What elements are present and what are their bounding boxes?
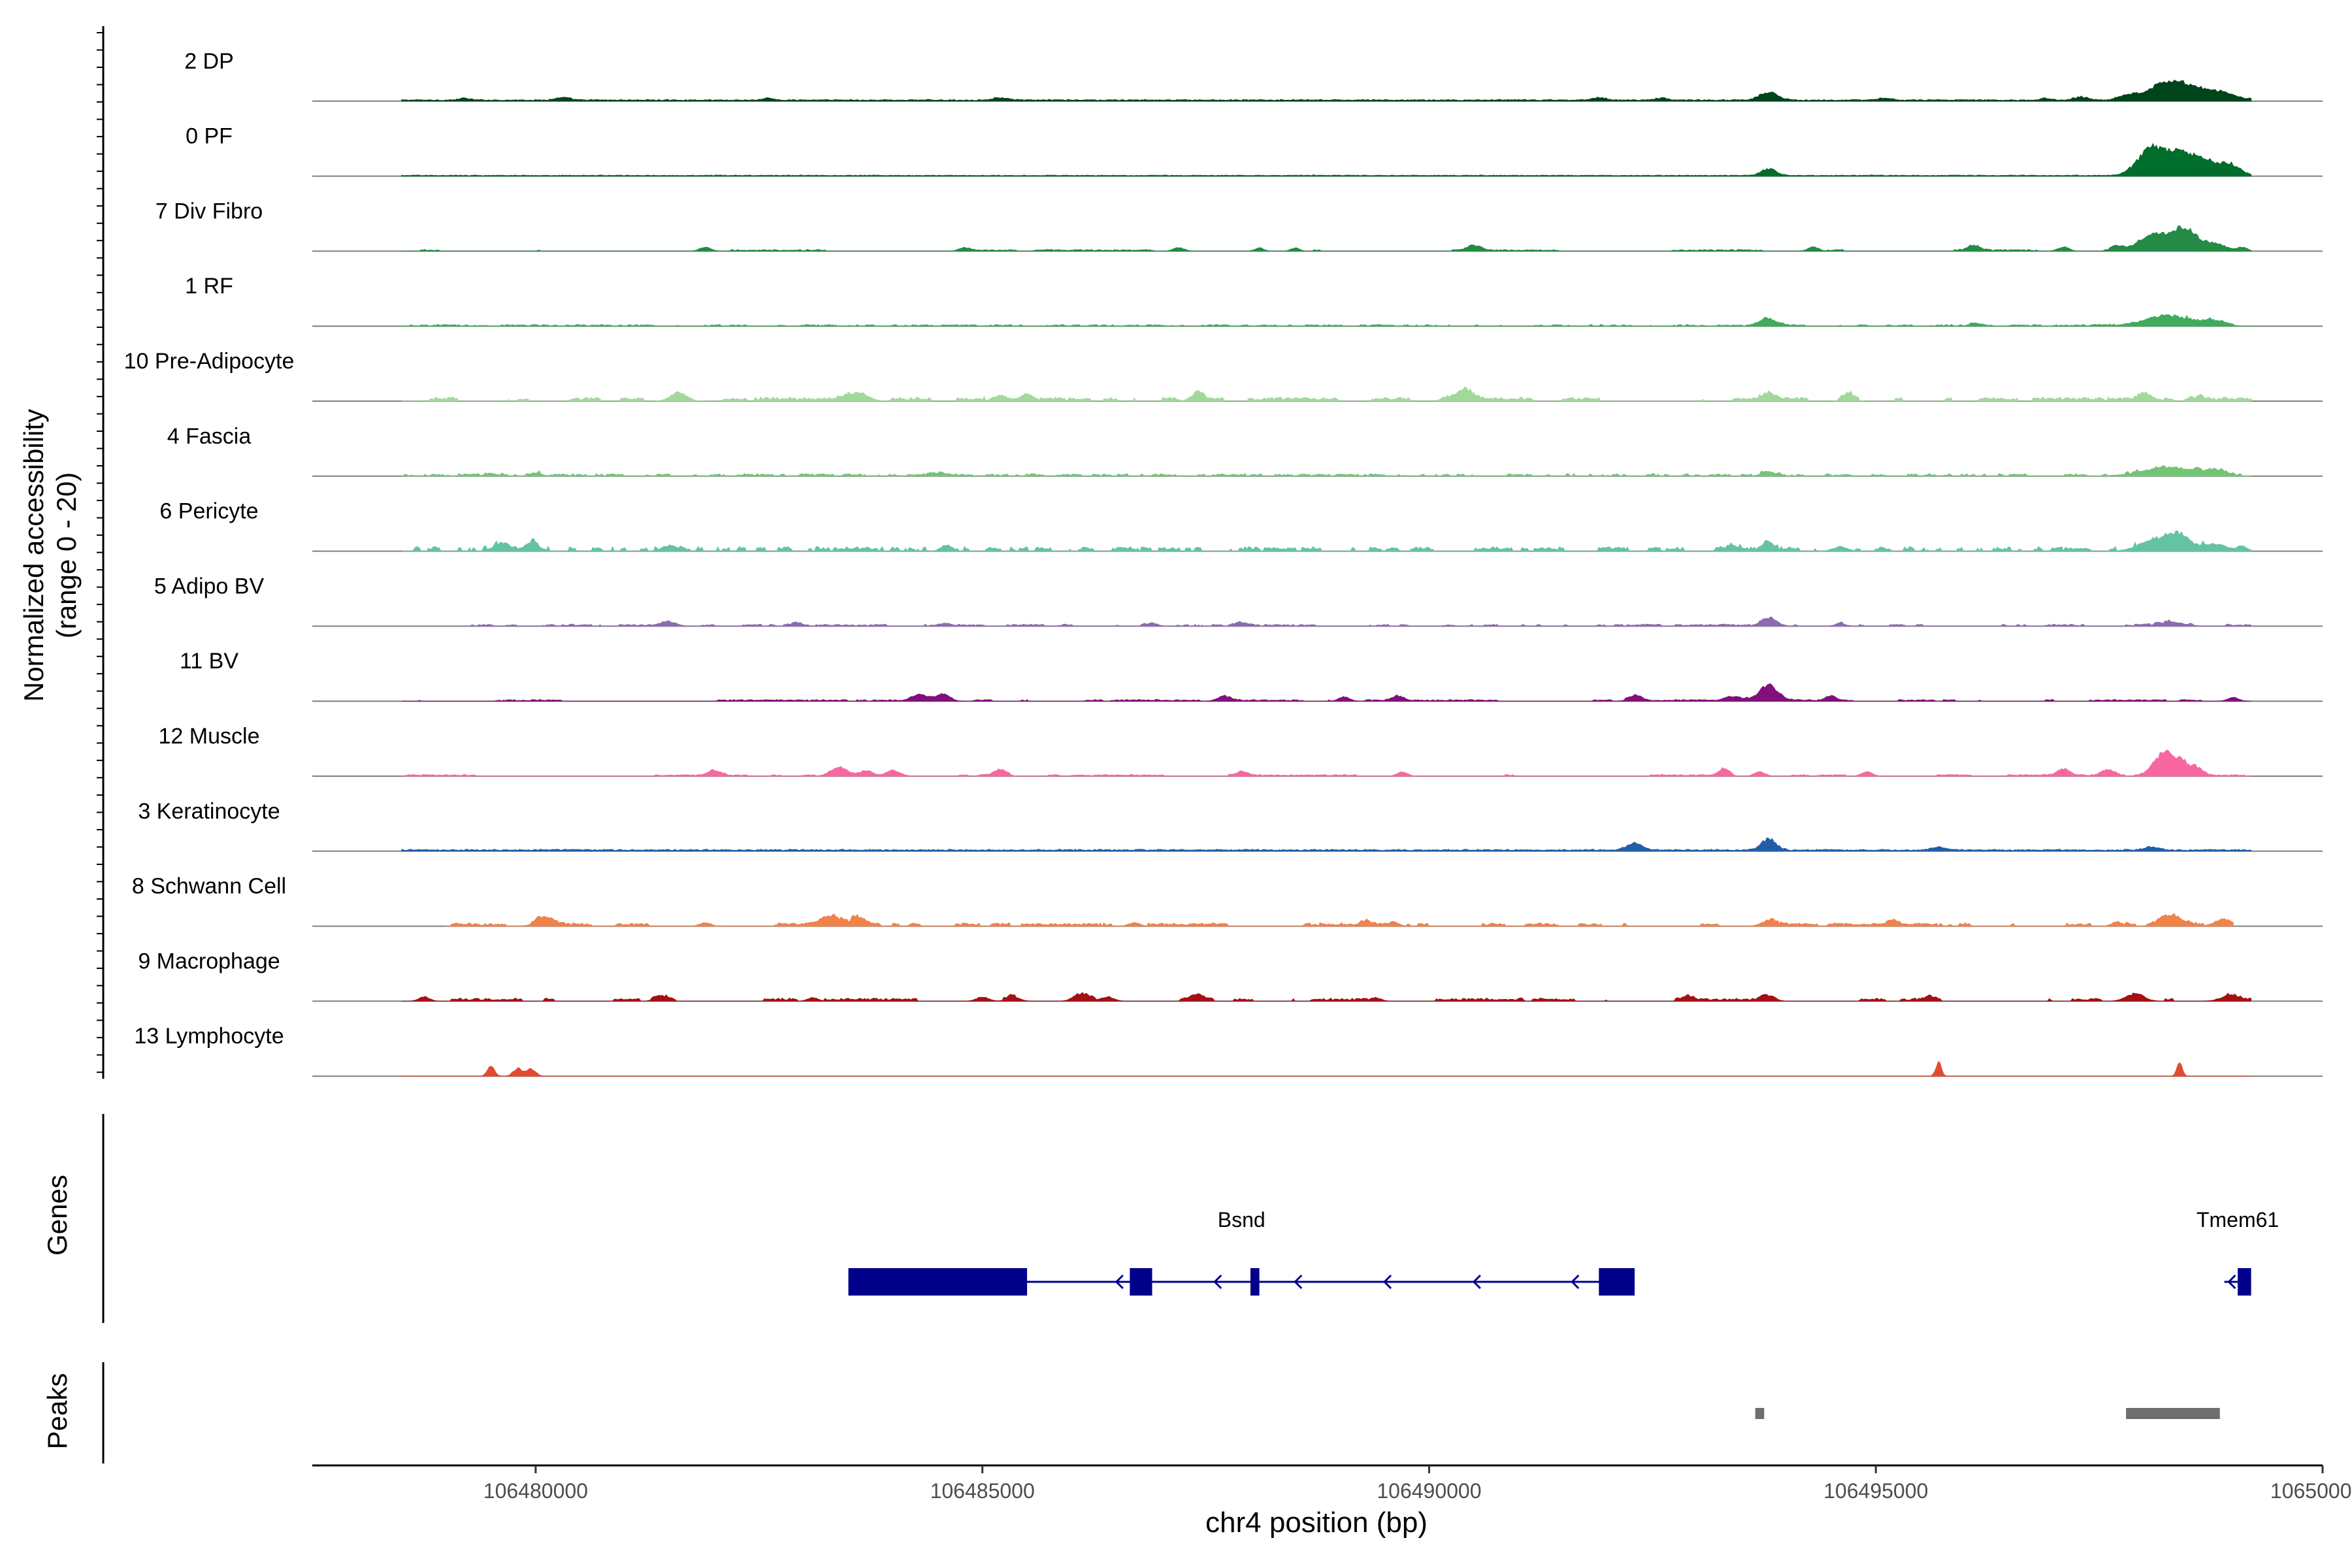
- x-tick-label: 106480000: [483, 1479, 588, 1503]
- genes-panel: Bsnd Tmem61: [102, 1114, 2279, 1323]
- coverage-area: [401, 530, 2252, 552]
- coverage-area: [401, 992, 2252, 1002]
- gene-exon: [1599, 1268, 1635, 1296]
- coverage-area: [446, 913, 2234, 927]
- track: 4 Fascia: [167, 424, 2323, 477]
- track: 9 Macrophage: [138, 949, 2323, 1002]
- coverage-area: [401, 465, 2252, 477]
- coverage-panel: 2 DP 0 PF 7 Div Fibro 1 RF 10 Pre-Adipocyte 4…: [97, 26, 2323, 1079]
- x-tick-label: 106495000: [1823, 1479, 1928, 1503]
- coverage-area: [401, 79, 2252, 102]
- track-label: 10 Pre-Adipocyte: [124, 349, 295, 374]
- coverage-area: [401, 225, 2252, 252]
- track-label: 1 RF: [185, 274, 233, 299]
- strand-arrow: [1294, 1274, 1303, 1290]
- track-label: 11 BV: [180, 649, 238, 674]
- track-label: 0 PF: [186, 124, 233, 149]
- strand-arrow: [1571, 1274, 1580, 1290]
- track-label: 2 DP: [184, 49, 234, 74]
- gene-exon: [1250, 1268, 1260, 1296]
- x-tick-label: 106490000: [1377, 1479, 1481, 1503]
- track-label: 8 Schwann Cell: [132, 874, 286, 899]
- y-axis-label-line1: Normalized accessibility: [18, 409, 49, 702]
- genes-panel-label: Genes: [42, 1175, 73, 1256]
- track: 12 Muscle: [159, 724, 2323, 777]
- peaks-panel-label: Peaks: [42, 1373, 73, 1450]
- coverage-area: [401, 837, 2252, 852]
- gene-exon: [1130, 1268, 1152, 1296]
- track: 2 DP: [184, 49, 2323, 102]
- peaks-panel: [102, 1362, 2220, 1463]
- gene-exon: [848, 1268, 1028, 1296]
- track-label: 6 Pericyte: [159, 499, 258, 524]
- track: 10 Pre-Adipocyte: [124, 349, 2323, 402]
- y-axis-label-line2: (range 0 - 20): [51, 472, 82, 638]
- gene-name: Bsnd: [1218, 1208, 1266, 1232]
- track: 3 Keratinocyte: [138, 799, 2323, 852]
- peak-region: [1755, 1408, 1765, 1419]
- strand-arrow: [2227, 1274, 2236, 1290]
- x-axis-title: chr4 position (bp): [1205, 1507, 1428, 1539]
- gene-tmem61: Tmem61: [2197, 1208, 2279, 1296]
- strand-arrow: [1213, 1274, 1222, 1290]
- track-label: 12 Muscle: [159, 724, 260, 749]
- track: 8 Schwann Cell: [132, 874, 2323, 927]
- track-label: 9 Macrophage: [138, 949, 280, 973]
- track: 13 Lymphocyte: [134, 1024, 2323, 1077]
- coverage-area: [401, 386, 2252, 402]
- strand-arrow: [1472, 1274, 1481, 1290]
- track-label: 3 Keratinocyte: [138, 799, 280, 824]
- track-label: 4 Fascia: [167, 424, 252, 449]
- coverage-area: [401, 749, 2251, 777]
- peak-region: [2126, 1408, 2220, 1419]
- gene-exon: [2238, 1268, 2251, 1296]
- x-tick-label: 106500000: [2270, 1479, 2352, 1503]
- x-tick-label: 106485000: [930, 1479, 1035, 1503]
- gene-name: Tmem61: [2197, 1208, 2279, 1232]
- gene-bsnd: Bsnd: [848, 1208, 1635, 1296]
- strand-arrow: [1115, 1274, 1124, 1290]
- track-label: 7 Div Fibro: [155, 199, 263, 223]
- track: 7 Div Fibro: [155, 199, 2323, 252]
- track: 11 BV: [180, 649, 2323, 702]
- track: 1 RF: [185, 274, 2323, 327]
- track-label: 5 Adipo BV: [154, 574, 265, 598]
- x-axis: 106480000 106485000 106490000 106495000 1065…: [312, 1464, 2352, 1503]
- track: 6 Pericyte: [159, 499, 2323, 552]
- track: 0 PF: [186, 124, 2323, 177]
- track-label: 13 Lymphocyte: [134, 1024, 284, 1049]
- strand-arrow: [1382, 1274, 1392, 1290]
- coverage-area: [401, 1061, 2251, 1077]
- coverage-area: [464, 616, 2252, 627]
- coverage-area: [401, 142, 2252, 177]
- coverage-area: [401, 314, 2252, 327]
- track: 5 Adipo BV: [154, 574, 2323, 627]
- coverage-area: [401, 683, 2251, 702]
